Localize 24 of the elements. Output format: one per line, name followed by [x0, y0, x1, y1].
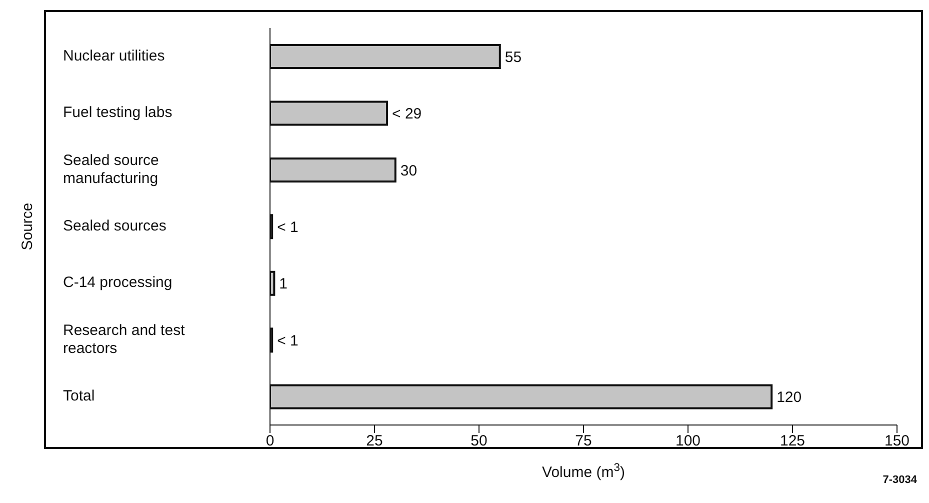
- data-label: 1: [279, 276, 288, 293]
- data-label: 55: [504, 48, 522, 66]
- y-tick-label: Total: [63, 388, 95, 405]
- y-tick-label: Research and test reactors: [63, 322, 186, 357]
- y-tick-label: Sealed sources: [63, 217, 166, 234]
- x-tick-label: 50: [470, 432, 488, 450]
- data-label: < 29: [392, 106, 422, 123]
- y-axis-title: Source: [19, 202, 36, 250]
- x-tick-label: 125: [780, 432, 806, 450]
- x-tick-label: 75: [575, 432, 592, 450]
- x-tick-label: 100: [675, 432, 701, 450]
- x-tick-label: 0: [266, 432, 274, 450]
- text: 7-3034: [882, 474, 917, 486]
- data-label: 120: [776, 389, 802, 406]
- data-label: 30: [400, 162, 418, 180]
- y-tick-label: Fuel testing labs: [63, 104, 172, 122]
- y-tick-label: C-14 processing: [63, 274, 172, 292]
- x-tick-label: 25: [366, 432, 383, 450]
- data-label: < 1: [277, 332, 298, 350]
- x-axis-title: Volume (m$^{3}$): [542, 462, 625, 481]
- x-tick-label: 150: [884, 432, 910, 450]
- y-tick-label: Sealed source manufacturing: [63, 152, 159, 187]
- y-tick-label: Nuclear utilities: [63, 47, 165, 64]
- data-label: < 1: [277, 218, 298, 236]
